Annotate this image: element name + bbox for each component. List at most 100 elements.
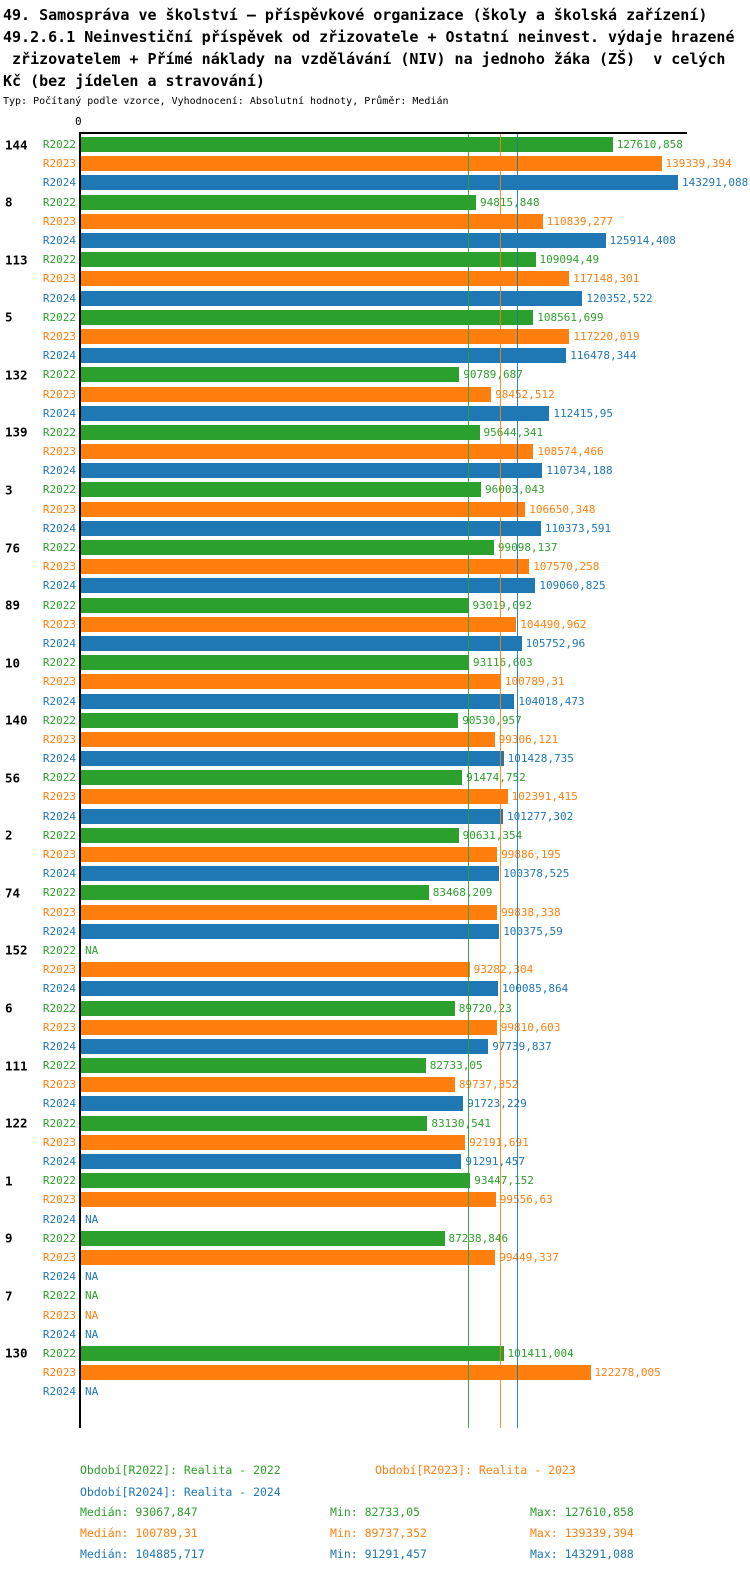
- bar-track: 127610,858: [81, 137, 750, 153]
- series-label: R2022: [42, 1059, 76, 1073]
- bar-row: 76 R2022 99098,137: [0, 538, 750, 557]
- bar-row: 9 R2022 87238,846: [0, 1229, 750, 1248]
- bar-track: 82733,05: [81, 1058, 750, 1074]
- series-label: R2022: [42, 1346, 76, 1360]
- bar: [81, 1192, 496, 1208]
- group-id-label: 1: [5, 1173, 13, 1189]
- bar-track: 122278,005: [81, 1365, 750, 1381]
- series-label: R2022: [42, 598, 76, 612]
- series-label: R2024: [42, 349, 76, 363]
- bar-row: 113 R2022 109094,49: [0, 250, 750, 269]
- bar-row: 56 R2022 91474,752: [0, 768, 750, 787]
- bar-row: R2023 NA: [0, 1305, 750, 1324]
- bar: [81, 1077, 455, 1093]
- bar-value-label: 112415,95: [553, 406, 613, 420]
- bar-na-label: NA: [85, 1308, 99, 1322]
- stat-min: Min: 91291,457: [330, 1547, 427, 1561]
- bar: [81, 597, 469, 613]
- bar: [81, 712, 459, 728]
- bar-na-label: NA: [85, 943, 99, 957]
- bar-value-label: 109060,825: [539, 579, 606, 593]
- series-label: R2023: [42, 1135, 76, 1149]
- bar-track: 125914,408: [81, 233, 750, 249]
- stat-min: Min: 82733,05: [330, 1505, 421, 1519]
- series-label: R2022: [42, 1001, 76, 1015]
- bar-value-label: 102391,415: [511, 790, 578, 804]
- bar-row: 2 R2022 90631,354: [0, 826, 750, 845]
- bar-value-label: 82733,05: [429, 1059, 483, 1073]
- bar-value-label: 91723,229: [467, 1097, 527, 1111]
- bar-track: 101411,004: [81, 1345, 750, 1361]
- group-id-label: 56: [5, 770, 21, 786]
- bar-row: R2024 91291,457: [0, 1152, 750, 1171]
- bar-value-label: 89737,352: [458, 1078, 519, 1092]
- bar-row: R2024 120352,522: [0, 289, 750, 308]
- series-label: R2023: [42, 387, 76, 401]
- bar-track: 101277,302: [81, 808, 750, 824]
- bar-row: R2023 139339,394: [0, 154, 750, 173]
- bar-row: R2024 NA: [0, 1325, 750, 1344]
- bar-value-label: 108561,699: [537, 310, 604, 324]
- bar-value-label: 99886,195: [501, 848, 561, 862]
- bar-track: 90631,354: [81, 827, 750, 843]
- series-label: R2024: [42, 406, 76, 420]
- series-label: R2022: [42, 138, 76, 152]
- bar-row: R2024 105752,96: [0, 634, 750, 653]
- bar: [81, 1154, 462, 1170]
- bar-value-label: 110734,188: [546, 464, 613, 478]
- bar-track: 95644,341: [81, 424, 750, 440]
- bar-row: R2024 100375,59: [0, 922, 750, 941]
- bar-track: 116478,344: [81, 348, 750, 364]
- bar-track: 99449,337: [81, 1249, 750, 1265]
- group-id-label: 132: [5, 367, 28, 383]
- series-label: R2024: [42, 464, 76, 478]
- report-header: 49. Samospráva ve školství – příspěvkové…: [3, 4, 735, 109]
- bar-row: R2024 100085,864: [0, 979, 750, 998]
- bar-value-label: 99838,338: [501, 905, 561, 919]
- bar: [81, 655, 469, 671]
- bar-row: R2024 110734,188: [0, 461, 750, 480]
- bar-row: 144 R2022 127610,858: [0, 135, 750, 154]
- series-label: R2024: [42, 982, 76, 996]
- series-label: R2022: [42, 310, 76, 324]
- bar-track: 102391,415: [81, 789, 750, 805]
- bar-row: 1 R2022 93447,152: [0, 1171, 750, 1190]
- bar-value-label: 116478,344: [570, 349, 637, 363]
- bar-value-label: 139339,394: [665, 157, 732, 171]
- bar: [81, 520, 541, 536]
- bar-track: 108561,699: [81, 309, 750, 325]
- series-label: R2023: [42, 1078, 76, 1092]
- series-label: R2022: [42, 368, 76, 382]
- legend-item: Období[R2024]: Realita - 2024: [80, 1485, 281, 1499]
- bar-row: R2024 143291,088: [0, 173, 750, 192]
- bar-value-label: 125914,408: [609, 234, 676, 248]
- bar-row: R2023 99306,121: [0, 730, 750, 749]
- bar-track: 91723,229: [81, 1096, 750, 1112]
- bar-row: R2023 92191,691: [0, 1133, 750, 1152]
- y-axis-line: [79, 132, 81, 1428]
- bar-value-label: 117148,301: [573, 272, 640, 286]
- bar: [81, 386, 492, 402]
- bar: [81, 1096, 464, 1112]
- bar-value-label: 94815,848: [480, 195, 540, 209]
- bar: [81, 405, 550, 421]
- bar-value-label: 90631,354: [462, 828, 523, 842]
- bar: [81, 616, 517, 632]
- bar-track: NA: [81, 1288, 750, 1303]
- bar-track: 100085,864: [81, 981, 750, 997]
- bar-row: R2023 117148,301: [0, 269, 750, 288]
- bar-track: NA: [81, 1327, 750, 1342]
- bar-na-label: NA: [85, 1270, 99, 1284]
- bar-row: R2023 104490,962: [0, 615, 750, 634]
- bar: [81, 578, 536, 594]
- bar-value-label: 83468,209: [432, 886, 493, 900]
- stat-min: Min: 89737,352: [330, 1526, 427, 1540]
- series-label: R2023: [42, 1366, 76, 1380]
- bar-value-label: 104490,962: [520, 617, 587, 631]
- bar-value-label: 143291,088: [682, 176, 749, 190]
- bar: [81, 501, 526, 517]
- bar: [81, 1058, 426, 1074]
- bar: [81, 1230, 445, 1246]
- stat-median: Medián: 104885,717: [80, 1547, 205, 1561]
- bar-na-label: NA: [85, 1212, 99, 1226]
